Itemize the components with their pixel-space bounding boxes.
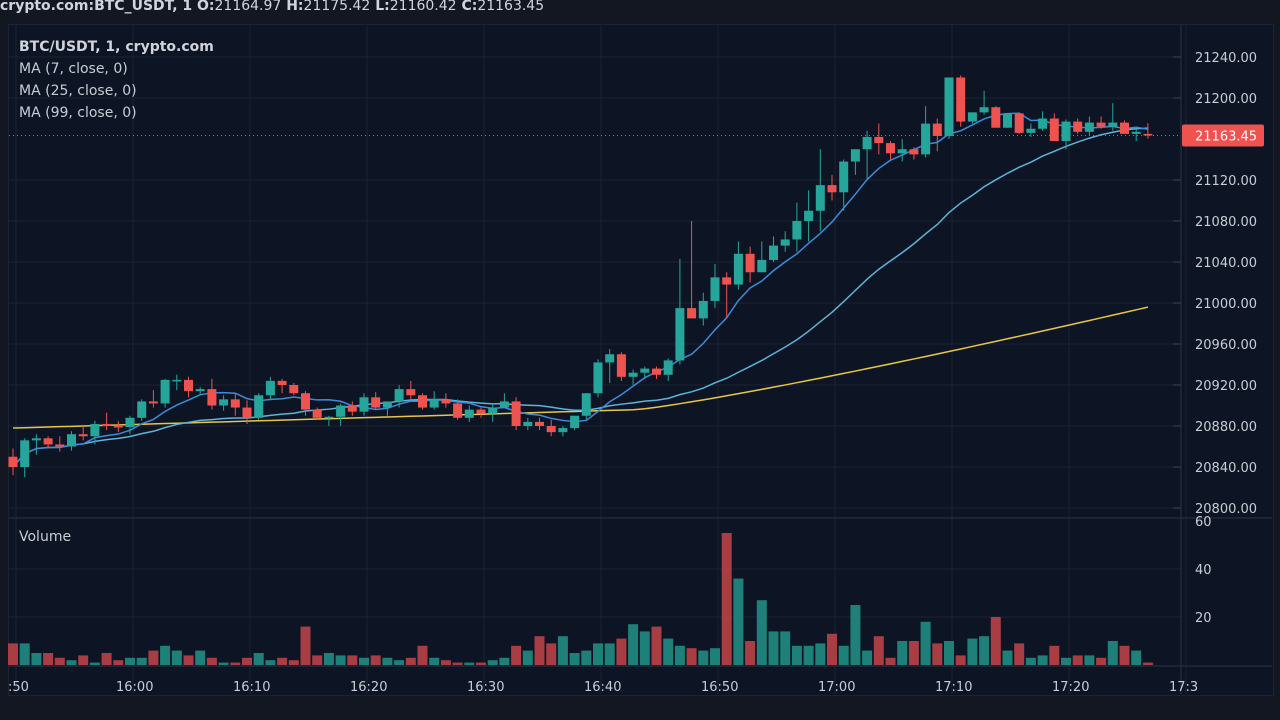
- volume-pane-label[interactable]: Volume: [19, 529, 72, 545]
- open-value: 21164.97: [214, 0, 282, 14]
- svg-text:16:20: 16:20: [350, 680, 387, 695]
- symbol-header: crypto.com:BTC_USDT, 1 O:21164.97 H:2117…: [0, 0, 1280, 22]
- svg-text:16:10: 16:10: [233, 680, 270, 695]
- low-value: 21160.42: [389, 0, 457, 14]
- symbol-name: crypto.com:BTC_USDT, 1: [0, 0, 193, 14]
- svg-text:21040.00: 21040.00: [1195, 256, 1257, 271]
- grid: [9, 25, 1187, 694]
- svg-text:20920.00: 20920.00: [1195, 379, 1257, 394]
- volume-axis[interactable]: 60 40 20: [1195, 515, 1212, 626]
- high-value: 21175.42: [303, 0, 371, 14]
- high-label: H:: [286, 0, 304, 14]
- svg-text:17:3: 17:3: [1169, 680, 1198, 695]
- volume-bars: [8, 533, 1153, 665]
- price-axis[interactable]: 21240.00 21200.00 21120.00 21080.00 21040.00…: [1173, 51, 1257, 517]
- time-axis[interactable]: :50 16:00 16:10 16:20 16:30 16:40 16:50 17:00 17…: [8, 680, 1198, 695]
- legend-title[interactable]: BTC/USDT, 1, crypto.com: [19, 39, 214, 55]
- legend-ma99[interactable]: MA (99, close, 0): [19, 105, 137, 121]
- chart-legend: BTC/USDT, 1, crypto.com MA (7, close, 0)…: [19, 36, 214, 124]
- svg-text:20880.00: 20880.00: [1195, 420, 1257, 435]
- last-price-badge: [1182, 124, 1264, 147]
- svg-text:21120.00: 21120.00: [1195, 174, 1257, 189]
- svg-text:16:50: 16:50: [701, 680, 738, 695]
- ohlc-header: crypto.com:BTC_USDT, 1 O:21164.97 H:2117…: [0, 0, 544, 14]
- svg-text:17:20: 17:20: [1052, 680, 1089, 695]
- legend-ma25[interactable]: MA (25, close, 0): [19, 83, 137, 99]
- svg-text:20960.00: 20960.00: [1195, 338, 1257, 353]
- svg-text::50: :50: [8, 680, 29, 695]
- svg-text:21000.00: 21000.00: [1195, 297, 1257, 312]
- svg-text:16:00: 16:00: [116, 680, 153, 695]
- bottom-bar: [0, 696, 1280, 720]
- low-label: L:: [375, 0, 390, 14]
- candles: [8, 75, 1153, 478]
- legend-ma7[interactable]: MA (7, close, 0): [19, 61, 128, 77]
- ma7-line: [12, 112, 1149, 468]
- svg-text:16:30: 16:30: [467, 680, 504, 695]
- svg-text:16:40: 16:40: [584, 680, 621, 695]
- ma25-line: [12, 127, 1148, 468]
- ma99-line: [12, 306, 1149, 429]
- close-value: 21163.45: [477, 0, 545, 14]
- svg-text:40: 40: [1195, 563, 1212, 578]
- svg-text:21080.00: 21080.00: [1195, 215, 1257, 230]
- svg-text:20800.00: 20800.00: [1195, 502, 1257, 517]
- close-label: C:: [461, 0, 478, 14]
- svg-text:60: 60: [1195, 515, 1212, 530]
- last-price-value: 21163.45: [1195, 129, 1257, 144]
- svg-text:20: 20: [1195, 611, 1212, 626]
- svg-text:21200.00: 21200.00: [1195, 92, 1257, 107]
- svg-text:20840.00: 20840.00: [1195, 461, 1257, 476]
- svg-text:17:10: 17:10: [935, 680, 972, 695]
- svg-text:21240.00: 21240.00: [1195, 51, 1257, 66]
- svg-text:17:00: 17:00: [818, 680, 855, 695]
- open-label: O:: [197, 0, 215, 14]
